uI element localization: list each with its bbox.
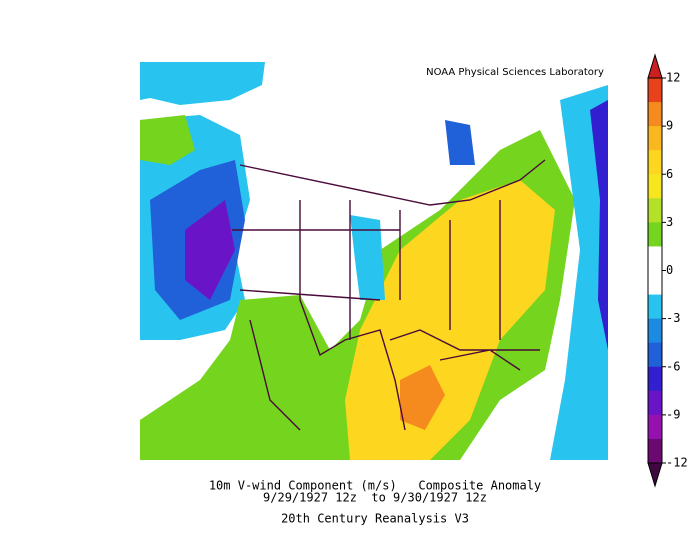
colorbar-bin <box>648 390 662 416</box>
source: 20th Century Reanalysis V3 <box>281 512 469 526</box>
colorbar-bin <box>648 198 662 223</box>
colorbar-bin <box>648 366 662 392</box>
colorbar-bin <box>648 102 662 127</box>
colorbar-bin <box>648 438 662 464</box>
credit: NOAA Physical Sciences Laboratory <box>426 67 604 78</box>
colorbar-bin <box>648 174 662 199</box>
colorbar-bin <box>648 246 662 271</box>
field-area <box>400 365 445 430</box>
field-area <box>140 115 195 165</box>
field-area <box>590 100 608 350</box>
map <box>140 62 608 460</box>
colorbar-tick-label: 9 <box>666 119 673 133</box>
colorbar: 12 9 6 3 0 -3 -6 -9 -12 <box>647 53 688 488</box>
colorbar-tick-label: -6 <box>666 359 680 373</box>
borders <box>232 159 546 431</box>
map-title: 10m V-wind Component (m/s) Composite Ano… <box>209 479 541 493</box>
field-area <box>445 120 475 165</box>
colorbar-bin <box>648 342 662 368</box>
colorbar-tick-label: -12 <box>666 456 688 470</box>
colorbar-bin <box>648 294 662 320</box>
colorbar-bin <box>648 222 662 247</box>
colorbar-bin <box>648 78 662 103</box>
colorbar-under <box>647 462 663 488</box>
field-area <box>550 85 608 460</box>
colorbar-bin <box>648 150 662 175</box>
field-area <box>350 215 385 300</box>
colorbar-tick-label: -9 <box>666 407 680 421</box>
colorbar-tick-label: 6 <box>666 167 673 181</box>
colorbar-bin <box>648 126 662 151</box>
colorbar-tick-label: 12 <box>666 71 680 85</box>
colorbar-bin <box>648 270 662 296</box>
colorbar-over <box>647 53 663 79</box>
field-area <box>185 200 235 300</box>
colorbar-tick-label: -3 <box>666 311 680 325</box>
colorbar-tick-label: 3 <box>666 215 673 229</box>
colorbar-bin <box>648 318 662 344</box>
field-area <box>140 62 265 105</box>
date-range: 9/29/1927 12z to 9/30/1927 12z <box>263 491 487 505</box>
colorbar-tick-label: 0 <box>666 263 673 277</box>
colorbar-bin <box>648 414 662 440</box>
